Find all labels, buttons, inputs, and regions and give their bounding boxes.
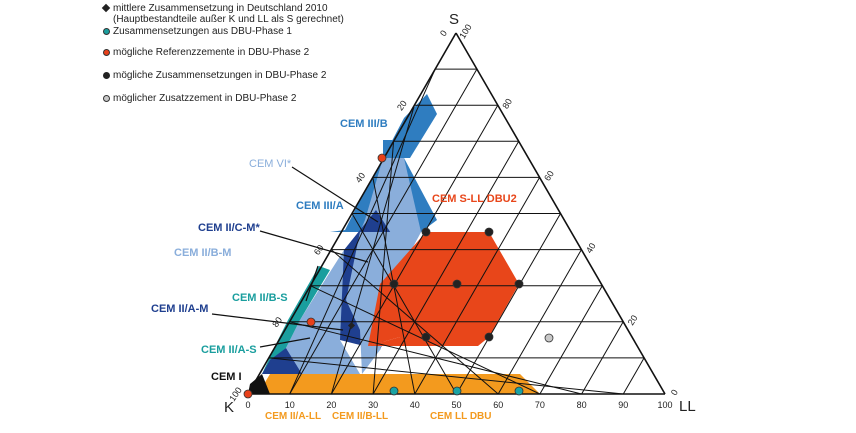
bottom-tick-label: 60 — [493, 400, 503, 410]
data-points — [243, 153, 554, 399]
label-cem-s-ll-dbu2: CEM S-LL DBU2 — [432, 193, 517, 205]
region-cem-s-ll-dbu2 — [368, 232, 519, 346]
right-tick-label: 80 — [500, 97, 514, 111]
phase2-point — [514, 279, 524, 289]
legend-item-phase2: mögliche Zusammensetzungen in DBU-Phase … — [103, 70, 344, 81]
grid-line — [456, 213, 561, 395]
legend-item-additional: möglicher Zusatzzement in DBU-Phase 2 — [103, 93, 344, 104]
leader-line — [259, 337, 311, 348]
phase1-point — [389, 386, 399, 396]
right-tick-label: 60 — [542, 169, 556, 183]
leader-line — [305, 265, 319, 302]
phase2-point — [452, 279, 462, 289]
additional-cement-point — [544, 333, 554, 343]
label-cem-iii-a: CEM III/A — [296, 200, 344, 212]
phase2-point — [389, 279, 399, 289]
bottom-tick-label: 10 — [285, 400, 295, 410]
grid-line — [372, 141, 520, 395]
bottom-tick-label: 80 — [577, 400, 587, 410]
region-cem-ii-a-m — [262, 348, 302, 374]
right-tick-label: 20 — [626, 313, 640, 327]
black-circle-icon — [103, 72, 110, 79]
legend-text: möglicher Zusatzzement in DBU-Phase 2 — [113, 93, 297, 104]
grid-line — [351, 213, 457, 395]
phase2-point — [484, 227, 494, 237]
legend-text: Zusammensetzungen aus DBU-Phase 1 — [113, 26, 292, 37]
teal-circle-icon — [103, 28, 110, 35]
bottom-tick-label: 0 — [245, 400, 250, 410]
vertex-label-k: K — [224, 399, 235, 416]
phase2-point — [484, 332, 494, 342]
label-cem-ii-a-s: CEM II/A-S — [201, 344, 257, 356]
orange-circle-icon — [103, 49, 110, 56]
label-cem-ii-a-m: CEM II/A-M — [151, 303, 209, 315]
vertex-label-ll: LL — [679, 398, 696, 415]
legend-line: mittlere Zusammensetzung in Deutschland … — [113, 3, 328, 14]
label-cem-ii-b-s: CEM II/B-S — [232, 292, 288, 304]
leader-line — [259, 230, 369, 263]
leader-line — [211, 313, 344, 331]
grid-line — [268, 357, 624, 395]
bottom-tick-label: 30 — [368, 400, 378, 410]
bottom-tick-label: 50 — [451, 400, 461, 410]
bottom-tick-label: 40 — [410, 400, 420, 410]
legend-text: mögliche Zusammensetzungen in DBU-Phase … — [113, 70, 327, 81]
label-cem-iii-b: CEM III/B — [340, 118, 388, 130]
leader-line — [291, 166, 379, 223]
reference-cement-point — [243, 389, 253, 399]
right-tick-label: 100 — [457, 22, 473, 40]
reference-cement-point — [306, 317, 316, 327]
label-cem-i: CEM I — [211, 371, 242, 383]
phase1-point — [452, 386, 462, 396]
grid-line — [497, 249, 582, 395]
label-cem-ll-dbu: CEM LL DBU — [430, 411, 492, 422]
right-tick-label: 0 — [669, 388, 680, 398]
left-tick-label: 40 — [353, 171, 367, 185]
legend-line: (Hauptbestandteile außer K und LL als S … — [113, 14, 344, 25]
grid-line — [289, 321, 582, 395]
right-tick-label: 40 — [584, 241, 598, 255]
grid-line — [581, 321, 624, 395]
grid-line — [539, 285, 603, 395]
left-tick-label: 0 — [438, 28, 449, 38]
phase2-point — [421, 332, 431, 342]
grid-line — [622, 357, 645, 395]
label-cem-ii-b-m: CEM II/B-M — [174, 247, 232, 259]
bottom-tick-label: 20 — [326, 400, 336, 410]
reference-cement-point — [377, 153, 387, 163]
mean-composition-marker — [347, 321, 356, 330]
bottom-tick-label: 90 — [618, 400, 628, 410]
region-cem-i — [248, 374, 270, 394]
grid-line — [330, 249, 499, 395]
legend-item-phase1: Zusammensetzungen aus DBU-Phase 1 — [103, 26, 344, 37]
phase2-point — [421, 227, 431, 237]
region-cem-ll-dbu — [258, 374, 540, 394]
label-cem-ii-b-ll: CEM II/B-LL — [332, 411, 389, 422]
phase1-point — [514, 386, 524, 396]
region-cem-ii-b-m — [286, 250, 360, 374]
left-tick-label: 20 — [395, 99, 409, 113]
triangle-edge — [247, 32, 457, 395]
label-cem-vi: CEM VI* — [249, 158, 292, 170]
triangle-edge — [455, 32, 666, 395]
bottom-tick-label: 100 — [657, 400, 672, 410]
vertex-label-s: S — [449, 11, 460, 28]
legend-item-mean-composition: mittlere Zusammensetzung in Deutschland … — [101, 3, 344, 25]
label-cem-ii-c-m: CEM II/C-M* — [198, 222, 260, 234]
legend-text: mögliche Referenzzemente in DBU-Phase 2 — [113, 47, 310, 58]
legend: mittlere Zusammensetzung in Deutschland … — [101, 3, 344, 104]
bottom-tick-label: 70 — [535, 400, 545, 410]
gray-circle-icon — [103, 95, 110, 102]
legend-item-reference: mögliche Referenzzemente in DBU-Phase 2 — [103, 47, 344, 58]
label-cem-ii-a-ll: CEM II/A-LL — [265, 411, 322, 422]
